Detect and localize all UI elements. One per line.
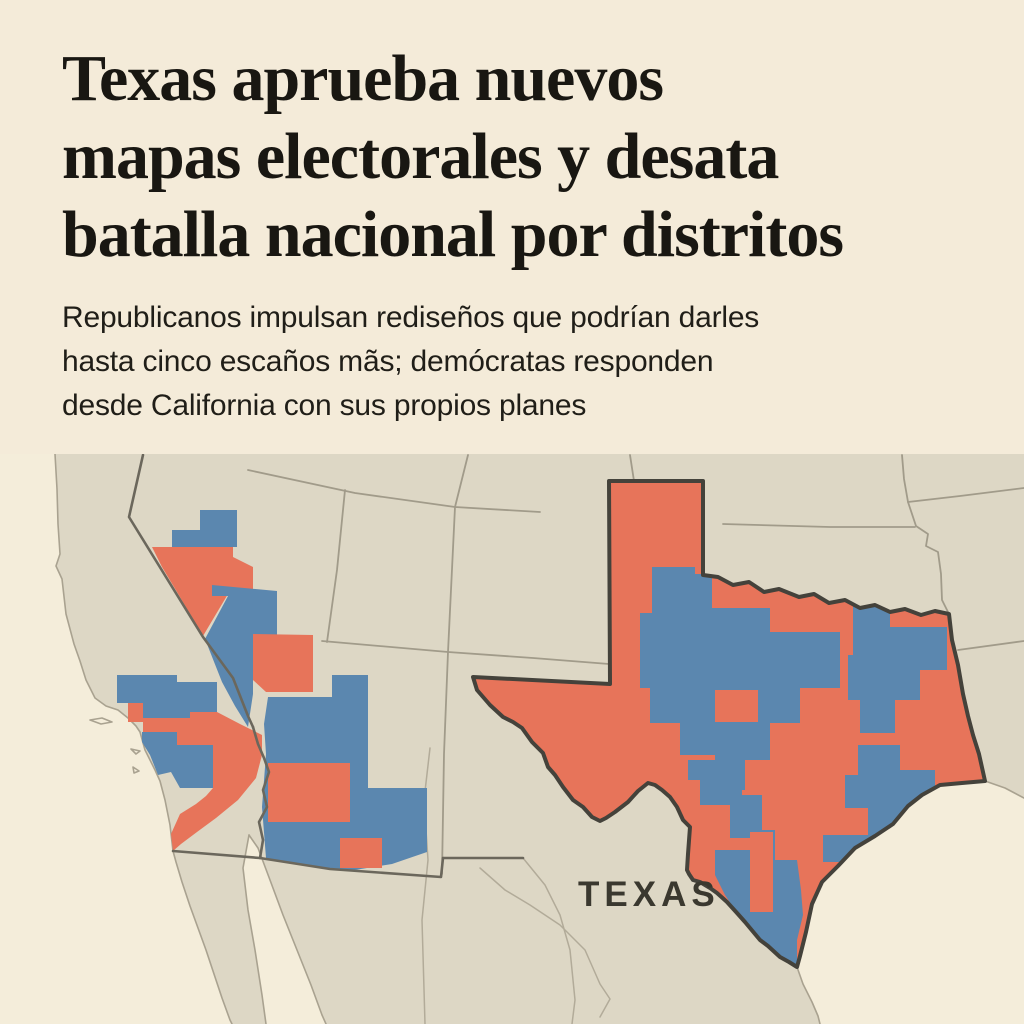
texas-shape <box>471 479 987 969</box>
subheadline: Republicanos impulsan rediseños que podr… <box>62 296 994 428</box>
kansas-oklahoma-border <box>722 523 916 528</box>
california-nevada-border <box>127 454 255 729</box>
texas-district-blue <box>848 604 947 733</box>
texas-label: TEXAS <box>578 875 720 914</box>
idaho-utah-border <box>247 469 541 513</box>
california-district-red <box>171 755 262 851</box>
arkansas-louisiana-border <box>957 640 1024 651</box>
arizona-district-red <box>268 763 350 822</box>
headline-line: mapas electorales y desata <box>62 120 779 193</box>
texas-district-blue <box>688 760 762 838</box>
state-borders <box>247 454 1024 875</box>
gulf-of-mexico <box>797 781 1024 1024</box>
arizona-newmexico-border <box>441 651 449 875</box>
colorado-river-border <box>251 725 271 860</box>
texas-district-red <box>715 690 758 722</box>
pacific-ocean <box>0 454 232 1024</box>
mexico-border-line <box>421 747 431 1024</box>
mexico-border-line <box>479 867 611 1018</box>
subheadline-line: hasta cinco escaños mãs; demócratas resp… <box>62 345 714 378</box>
arizona-district-red <box>253 634 313 692</box>
california-districts <box>117 675 262 851</box>
texas-district-red <box>750 832 773 912</box>
texas-district-blue <box>640 567 840 790</box>
missouri-arkansas-border <box>901 454 949 613</box>
utah-arizona-border <box>321 640 610 665</box>
texas-district-blue <box>845 745 935 838</box>
article-header: Texas aprueba nuevos mapas electorales y … <box>0 0 1024 454</box>
arizona-district-red <box>340 838 382 868</box>
utah-colorado-border <box>447 506 456 653</box>
baja-east-coastline <box>242 834 267 1024</box>
headline: Texas aprueba nuevos mapas electorales y … <box>62 40 994 274</box>
headline-line: Texas aprueba nuevos <box>62 42 664 115</box>
california-district-blue <box>117 675 217 718</box>
electoral-map-svg: TEXAS <box>0 454 1024 1024</box>
mexico-state-borders <box>421 747 611 1024</box>
nevada-district-blue <box>205 585 277 727</box>
headline-line: batalla nacional por distritos <box>62 198 844 271</box>
arizona-mexico-border <box>258 856 445 879</box>
california-mexico-border <box>171 849 262 860</box>
nevada-district-red <box>152 547 253 636</box>
nevada-districts <box>152 510 277 727</box>
gulf-of-california <box>243 835 326 1024</box>
california-district-red <box>143 712 262 755</box>
mexico-gulf-coastline <box>796 966 821 1024</box>
newmexico-oklahoma-border <box>629 454 635 482</box>
arizona-districts <box>253 634 427 871</box>
mexico-border-line <box>522 857 576 1024</box>
california-district-blue <box>142 732 213 788</box>
electoral-map: TEXAS <box>0 454 1024 1024</box>
subheadline-line: Republicanos impulsan rediseños que podr… <box>62 301 760 334</box>
kansas-missouri-border <box>907 487 1024 503</box>
wyoming-utah-border <box>454 454 469 508</box>
channel-islands <box>89 717 141 774</box>
nevada-district-blue <box>172 510 237 547</box>
subheadline-line: desde California con sus propios planes <box>62 389 587 422</box>
louisiana-coastline <box>984 780 1024 799</box>
nevada-utah-border <box>326 489 346 643</box>
california-district-red <box>128 703 143 722</box>
major-borders <box>127 454 525 879</box>
